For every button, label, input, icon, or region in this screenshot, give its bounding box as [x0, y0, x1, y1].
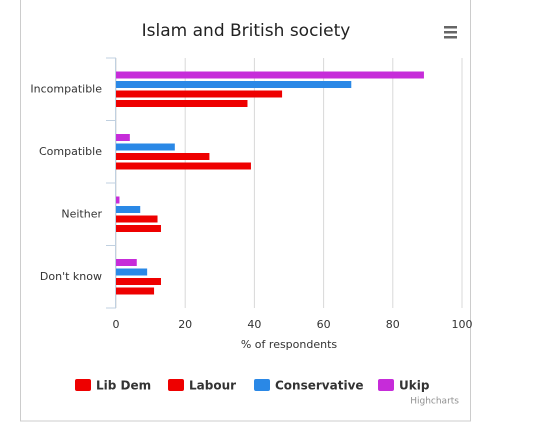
legend-swatch	[378, 379, 394, 391]
bar	[116, 81, 352, 88]
legend-label[interactable]: Ukip	[399, 379, 430, 393]
legend-label[interactable]: Lib Dem	[96, 379, 151, 393]
x-tick-label: 0	[113, 318, 120, 331]
x-tick-label: 80	[386, 318, 400, 331]
bar	[116, 215, 158, 223]
bar	[116, 268, 148, 276]
x-tick-label: 40	[247, 318, 261, 331]
legend-label[interactable]: Conservative	[275, 379, 364, 393]
x-axis-title: % of respondents	[241, 338, 338, 351]
chart-frame	[20, 0, 471, 422]
legend-swatch	[75, 379, 91, 391]
y-tick-label: Compatible	[39, 145, 102, 158]
bar	[116, 259, 137, 266]
y-tick-label: Incompatible	[30, 82, 102, 95]
bar	[116, 206, 141, 213]
x-tick-label: 100	[452, 318, 473, 331]
chart-title: Islam and British society	[142, 21, 351, 41]
x-tick-label: 60	[317, 318, 331, 331]
bar	[116, 153, 210, 160]
bar	[116, 225, 161, 232]
legend-label[interactable]: Labour	[189, 379, 236, 393]
bar	[116, 134, 130, 141]
legend-swatch	[254, 379, 270, 391]
y-tick-label: Neither	[61, 207, 102, 220]
bar	[116, 196, 120, 204]
bar	[116, 71, 424, 79]
bar	[116, 143, 175, 151]
menu-button[interactable]	[444, 26, 457, 39]
x-tick-label: 20	[178, 318, 192, 331]
credits: Highcharts	[410, 397, 459, 407]
bar	[116, 90, 283, 98]
bar	[116, 287, 155, 295]
bar	[116, 278, 161, 285]
bar	[116, 100, 248, 107]
bar	[116, 162, 251, 170]
y-tick-label: Don't know	[40, 270, 102, 283]
legend-swatch	[168, 379, 184, 391]
